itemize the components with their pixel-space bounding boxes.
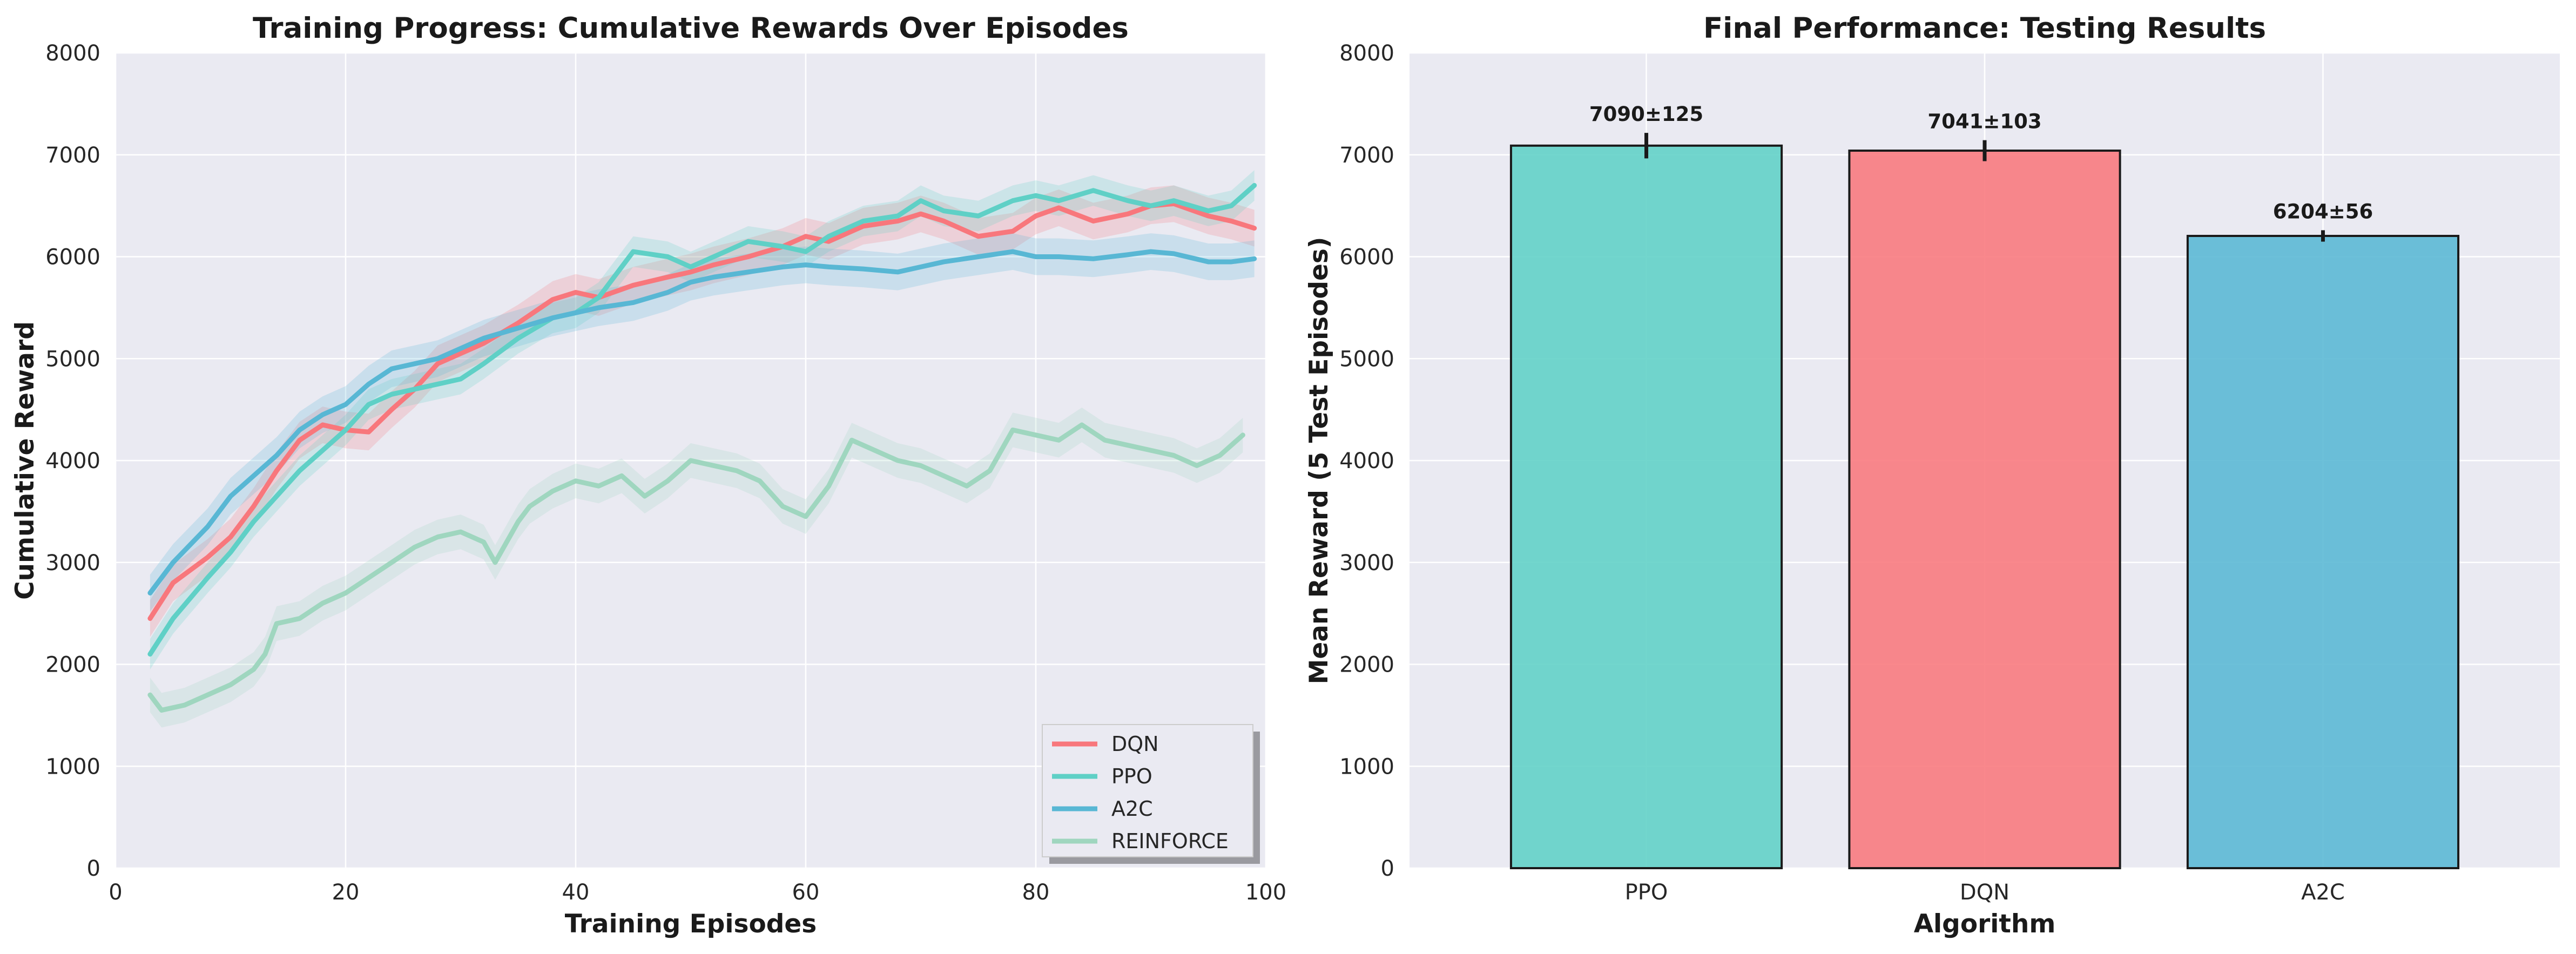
series-line-ppo [147, 182, 1257, 657]
y-tick-label: 4000 [45, 449, 100, 473]
x-tick-label: PPO [1625, 880, 1668, 905]
y-tick-label: 4000 [1339, 449, 1394, 473]
x-tick-label: 60 [792, 880, 820, 905]
y-tick-label: 3000 [1339, 551, 1394, 576]
legend-items: DQN PPO A2C REINFORCE [1052, 732, 1229, 853]
data-label-ppo: 7090±125 [1589, 103, 1703, 126]
line-chart-legend: DQN PPO A2C REINFORCE [1042, 724, 1260, 864]
data-label-a2c: 6204±56 [2273, 200, 2373, 223]
band-dqn [150, 185, 1255, 637]
training-progress-chart: 0 1000 2000 3000 4000 5000 6000 7000 8000 0 20 40 6… [10, 12, 1286, 939]
bar-chart-y-ticks: 0 1000 2000 3000 4000 5000 6000 7000 8000 [1339, 41, 1394, 881]
bar-ppo [1509, 144, 1783, 870]
series-line-a2c [147, 249, 1257, 596]
series-line-reinforce [147, 422, 1245, 713]
line-chart-y-ticks: 0 1000 2000 3000 4000 5000 6000 7000 8000 [45, 41, 100, 881]
y-tick-label: 8000 [1339, 41, 1394, 66]
legend-label-reinforce: REINFORCE [1111, 829, 1229, 853]
y-tick-label: 3000 [45, 551, 100, 576]
y-tick-label: 7000 [45, 143, 100, 168]
y-tick-label: 1000 [1339, 754, 1394, 779]
y-tick-label: 8000 [45, 41, 100, 66]
y-tick-label: 5000 [45, 347, 100, 371]
line-chart-x-ticks: 0 20 40 60 80 100 [109, 880, 1286, 905]
y-tick-label: 2000 [45, 653, 100, 678]
y-tick-label: 7000 [1339, 143, 1394, 168]
bar-chart-title: Final Performance: Testing Results [1703, 12, 2266, 45]
line-chart-title: Training Progress: Cumulative Rewards Ov… [253, 12, 1129, 45]
x-tick-label: 80 [1022, 880, 1050, 905]
line-chart-x-axis-label: Training Episodes [565, 909, 817, 939]
band-reinforce [150, 407, 1243, 728]
x-tick-label: 20 [332, 880, 360, 905]
legend-label-ppo: PPO [1111, 764, 1152, 788]
line-chart-grid [114, 52, 1267, 869]
x-tick-label: 40 [562, 880, 590, 905]
bar-dqn [1848, 150, 2121, 870]
bar-chart-bars: 7090±125 7041±103 6204±56 [1509, 103, 2460, 870]
final-performance-chart: 7090±125 7041±103 6204±56 0 1000 2000 3000 400… [1304, 12, 2560, 939]
y-tick-label: 6000 [45, 245, 100, 270]
bar-chart-y-axis-label: Mean Reward (5 Test Episodes) [1304, 237, 1334, 685]
legend-frame [1042, 724, 1253, 857]
bar-chart-x-axis-label: Algorithm [1914, 909, 2056, 939]
legend-label-a2c: A2C [1111, 797, 1153, 821]
x-tick-label: A2C [2301, 880, 2345, 905]
line-chart-y-axis-label: Cumulative Reward [10, 321, 40, 600]
y-tick-label: 1000 [45, 754, 100, 779]
x-tick-label: 100 [1245, 880, 1286, 905]
y-tick-label: 0 [1381, 856, 1394, 881]
y-tick-label: 0 [87, 856, 100, 881]
series-line-dqn [147, 201, 1257, 621]
bar-a2c [2186, 234, 2460, 869]
y-tick-label: 2000 [1339, 653, 1394, 678]
legend-label-dqn: DQN [1111, 732, 1159, 756]
line-chart-series [147, 182, 1257, 713]
bar-chart-x-ticks: PPO DQN A2C [1625, 880, 2345, 905]
x-tick-label: DQN [1960, 880, 2009, 905]
data-label-dqn: 7041±103 [1927, 110, 2041, 133]
y-tick-label: 5000 [1339, 347, 1394, 371]
x-tick-label: 0 [109, 880, 122, 905]
y-tick-label: 6000 [1339, 245, 1394, 270]
